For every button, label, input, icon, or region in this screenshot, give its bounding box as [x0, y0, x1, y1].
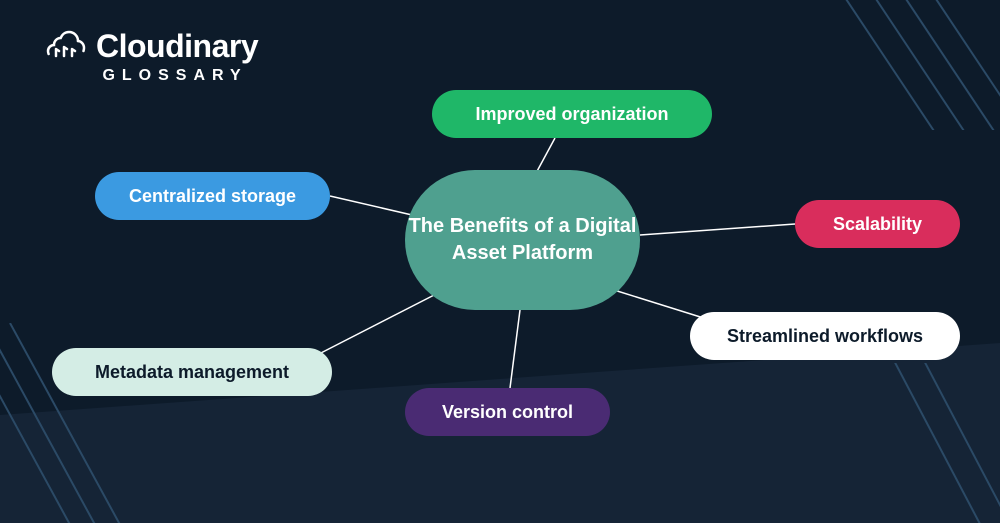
mindmap-diagram: The Benefits of a Digital Asset Platform… — [0, 0, 1000, 523]
node-label: Scalability — [833, 214, 922, 235]
center-node: The Benefits of a Digital Asset Platform — [405, 170, 640, 310]
node-improved-organization: Improved organization — [432, 90, 712, 138]
node-label: Streamlined workflows — [727, 326, 923, 347]
node-streamlined-workflows: Streamlined workflows — [690, 312, 960, 360]
node-version-control: Version control — [405, 388, 610, 436]
node-centralized-storage: Centralized storage — [95, 172, 330, 220]
node-label: Metadata management — [95, 362, 289, 383]
center-node-label: The Benefits of a Digital Asset Platform — [405, 213, 640, 267]
node-label: Improved organization — [475, 104, 668, 125]
node-label: Centralized storage — [129, 186, 296, 207]
node-label: Version control — [442, 402, 573, 423]
node-scalability: Scalability — [795, 200, 960, 248]
node-metadata-management: Metadata management — [52, 348, 332, 396]
